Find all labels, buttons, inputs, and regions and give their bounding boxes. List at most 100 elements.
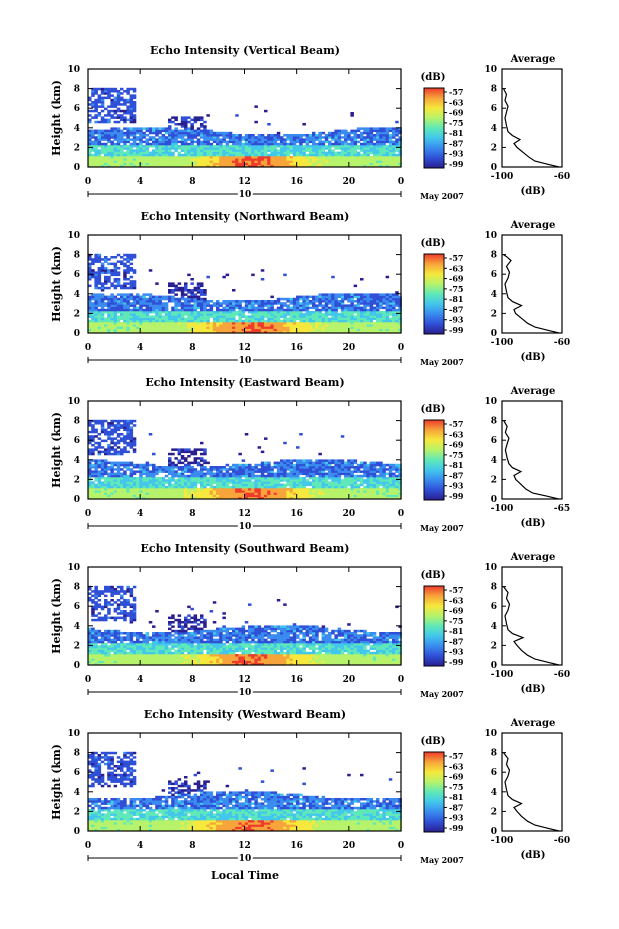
heatmap-cell	[126, 129, 130, 133]
heatmap-cell	[264, 488, 268, 491]
heatmap-cell	[107, 472, 111, 476]
heatmap-cell	[276, 313, 281, 316]
heatmap-cell	[331, 324, 335, 327]
heatmap-cell	[190, 153, 194, 157]
heatmap-cell	[203, 136, 207, 139]
heatmap-cell	[97, 129, 102, 133]
heatmap-cell	[193, 151, 198, 155]
heatmap-cell	[244, 433, 249, 436]
heatmap-cell	[174, 463, 178, 467]
heatmap-cell	[379, 160, 383, 163]
heatmap-cell	[232, 300, 236, 303]
heatmap-cell	[120, 162, 124, 166]
heatmap-cell	[91, 466, 95, 469]
heatmap-cell	[232, 151, 236, 155]
heatmap-cell	[382, 328, 386, 332]
heatmap-cell	[152, 477, 156, 480]
heatmap-cell	[244, 138, 249, 141]
heatmap-cell	[318, 317, 322, 321]
heatmap-cell	[200, 330, 204, 334]
heatmap-cell	[88, 311, 92, 314]
heatmap-cell	[347, 156, 351, 159]
heatmap-cell	[366, 131, 370, 135]
heatmap-cell	[376, 306, 380, 310]
heatmap-cell	[200, 315, 204, 318]
heatmap-cell	[244, 149, 249, 152]
heatmap-cell	[209, 488, 214, 491]
heatmap-cell	[200, 457, 204, 460]
heatmap-cell	[232, 304, 236, 307]
heatmap-cell	[190, 147, 194, 150]
heatmap-cell	[292, 490, 297, 493]
heatmap-cell	[200, 317, 204, 321]
heatmap-cell	[91, 156, 95, 159]
heatmap-cell	[244, 147, 249, 150]
heatmap-cell	[129, 151, 134, 155]
heatmap-cell	[376, 131, 380, 135]
heatmap-cell	[97, 304, 102, 307]
profile-line	[502, 88, 560, 168]
heatmap-cell	[193, 481, 198, 484]
heatmap-cell	[91, 142, 95, 146]
heatmap-cell	[171, 306, 175, 310]
heatmap-cell	[219, 308, 223, 312]
heatmap-cell	[177, 156, 182, 159]
heatmap-cell	[299, 147, 303, 150]
heatmap-cell	[350, 297, 354, 301]
heatmap-cell	[219, 477, 223, 480]
heatmap-cell	[321, 142, 326, 146]
heatmap-cell	[260, 324, 265, 327]
heatmap-cell	[376, 164, 380, 168]
heatmap-cell	[248, 315, 252, 318]
heatmap-cell	[88, 463, 92, 467]
heatmap-cell	[187, 328, 191, 332]
heatmap-cell	[225, 324, 230, 327]
heatmap-cell	[264, 313, 268, 316]
heatmap-cell	[145, 302, 150, 305]
heatmap-cell	[254, 120, 258, 124]
heatmap-cell	[216, 134, 220, 137]
heatmap-cell	[123, 474, 127, 478]
heatmap-cell	[100, 116, 105, 119]
heatmap-cell	[238, 485, 242, 489]
heatmap-cell	[190, 315, 194, 318]
heatmap-cell	[120, 485, 124, 489]
heatmap-cell	[267, 123, 271, 126]
heatmap-cell	[158, 313, 162, 316]
heatmap-cell	[372, 149, 377, 152]
heatmap-cell	[97, 466, 102, 469]
heatmap-cell	[257, 142, 262, 146]
heatmap-cell	[110, 308, 114, 312]
heatmap-cell	[171, 492, 175, 495]
heatmap-cell	[113, 271, 118, 274]
heatmap-cell	[302, 308, 306, 312]
heatmap-cell	[104, 134, 108, 137]
heatmap-cell	[212, 136, 217, 139]
heatmap-cell	[286, 481, 290, 484]
heatmap-cell	[222, 488, 226, 491]
heatmap-cell	[225, 326, 230, 329]
heatmap-cell	[369, 330, 374, 334]
heatmap-cell	[286, 459, 290, 462]
heatmap-cell	[363, 330, 367, 334]
heatmap-cell	[91, 322, 95, 325]
x-tick-label: 4	[137, 177, 143, 187]
heatmap-cell	[152, 160, 156, 163]
heatmap-cell	[187, 324, 191, 327]
heatmap-cell	[88, 98, 92, 102]
heatmap-cell	[225, 273, 230, 277]
heatmap-cell	[123, 116, 127, 119]
heatmap-cell	[302, 315, 306, 318]
heatmap-cell	[340, 328, 345, 332]
heatmap-cell	[254, 490, 258, 493]
heatmap-cell	[238, 313, 242, 316]
heatmap-cell	[366, 156, 370, 159]
heatmap-cell	[376, 304, 380, 307]
heatmap-cell	[292, 158, 297, 161]
heatmap-cell	[312, 306, 316, 310]
heatmap-cell	[372, 326, 377, 329]
heatmap-cell	[116, 315, 121, 318]
heatmap-cell	[100, 98, 105, 102]
heatmap-cell	[168, 322, 172, 325]
heatmap-cell	[222, 131, 226, 135]
